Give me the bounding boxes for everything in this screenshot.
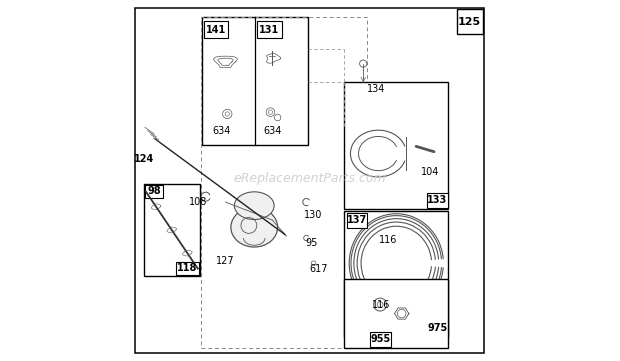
Bar [370,331,391,347]
Text: 118: 118 [177,264,198,273]
Bar [427,321,448,336]
Bar [347,213,367,228]
Text: 634: 634 [213,126,231,136]
Bar [204,21,228,39]
Bar [344,211,448,337]
Text: 116: 116 [372,300,391,310]
Text: 116: 116 [379,235,397,245]
Bar [457,9,482,34]
Text: 955: 955 [371,334,391,344]
Text: 95: 95 [306,238,318,248]
Text: 98: 98 [147,187,161,196]
Bar [145,185,162,198]
Text: 131: 131 [259,25,280,35]
Bar [202,17,308,144]
Text: 127: 127 [216,256,235,266]
Text: 130: 130 [304,210,323,219]
Text: 975: 975 [427,323,448,333]
Text: 108: 108 [189,197,208,207]
Text: 125: 125 [458,17,481,27]
Bar [176,262,198,275]
Bar [344,82,448,209]
Bar [427,193,448,208]
Ellipse shape [234,192,274,219]
Text: 124: 124 [134,154,154,164]
Text: 133: 133 [427,195,448,205]
Text: eReplacementParts.com: eReplacementParts.com [234,172,386,185]
Bar [202,17,367,348]
Text: 134: 134 [367,84,386,94]
Bar [344,279,448,348]
Text: 634: 634 [263,126,281,136]
Text: 137: 137 [347,216,367,225]
Bar [257,21,281,39]
Text: 104: 104 [421,166,440,177]
Text: 617: 617 [310,264,328,274]
Bar [144,184,200,276]
Ellipse shape [231,208,278,247]
Text: 141: 141 [206,25,226,35]
